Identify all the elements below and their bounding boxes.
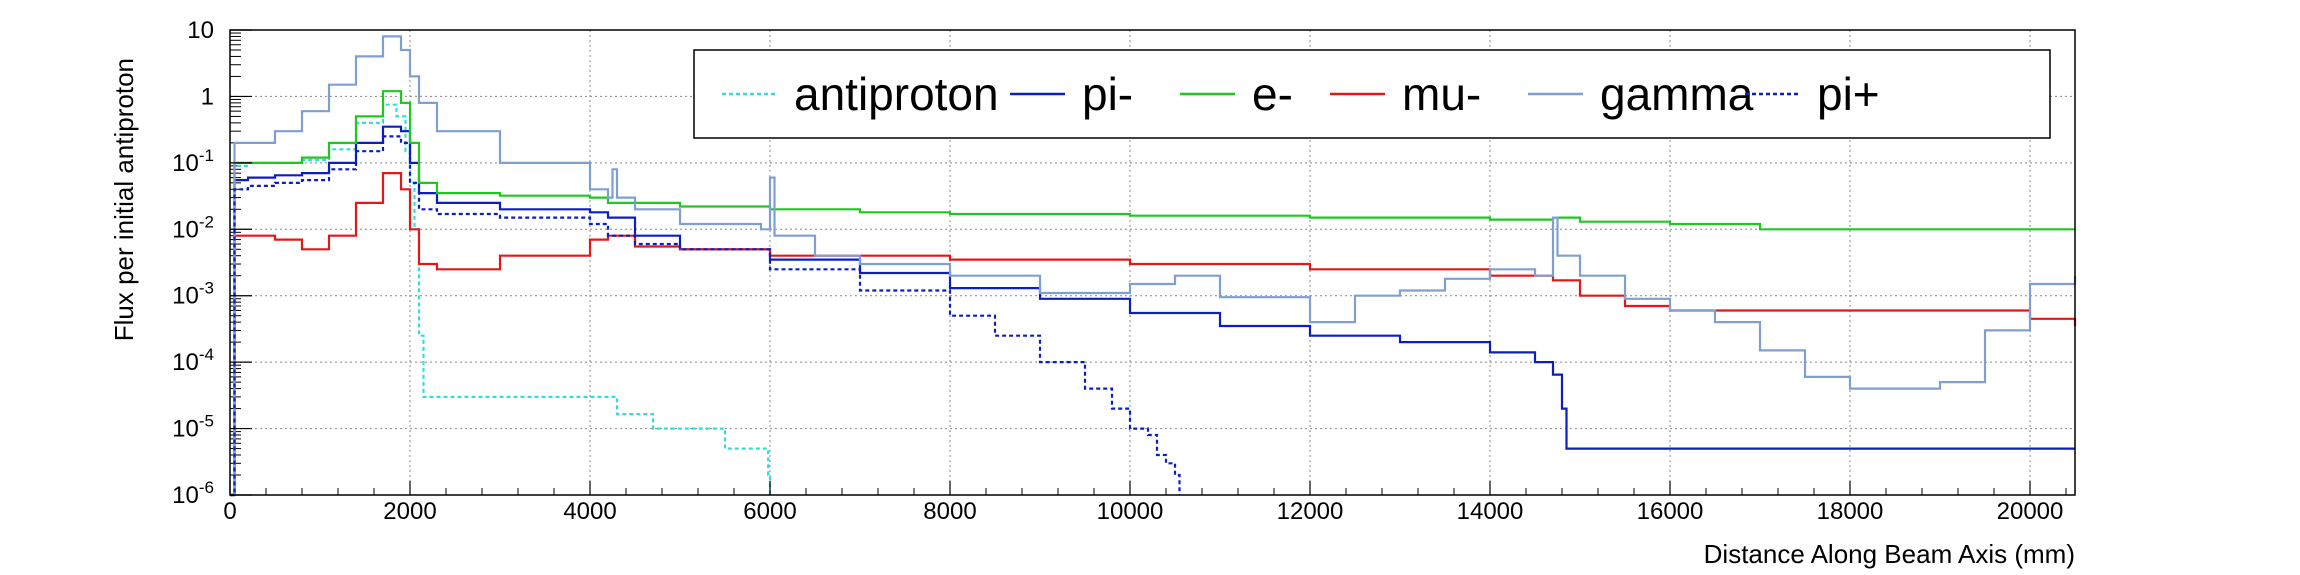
legend-label-gamma: gamma <box>1600 68 1754 120</box>
legend-label-pi+: pi+ <box>1817 68 1880 120</box>
series-line-gamma <box>230 35 2077 497</box>
x-tick-label: 16000 <box>1637 498 1704 525</box>
x-tick-label: 4000 <box>563 498 616 525</box>
x-tick-label: 10000 <box>1097 498 1164 525</box>
x-tick-label: 20000 <box>1997 498 2064 525</box>
series-line-pi- <box>230 125 2075 497</box>
y-tick-label: 1 <box>201 83 214 110</box>
x-tick-label: 14000 <box>1457 498 1524 525</box>
y-tick-label: 10-6 <box>172 478 214 509</box>
x-axis-title: Distance Along Beam Axis (mm) <box>1704 539 2075 569</box>
series-group <box>230 35 2077 497</box>
y-tick-label: 10 <box>187 17 214 44</box>
y-axis-ticks: 10 1 10-1 10-2 10-3 10-4 10-5 10-6 <box>172 17 252 509</box>
y-axis-title: Flux per initial antiproton <box>109 58 139 341</box>
y-tick-label: 10-4 <box>172 345 214 376</box>
y-tick-label: 10-3 <box>172 279 214 310</box>
x-tick-label: 12000 <box>1277 498 1344 525</box>
y-tick-label: 10-5 <box>172 412 214 443</box>
x-axis-ticks: 0 2000 4000 6000 8000 10000 12000 14000 16000 180… <box>223 481 2063 525</box>
series-line-pi+ <box>230 135 1181 497</box>
legend-label-antiproton: antiproton <box>794 68 999 120</box>
x-tick-label: 6000 <box>743 498 796 525</box>
legend: antiproton pi-e-mu-gamma pi+ <box>693 49 2051 139</box>
plot-frame <box>229 29 2076 496</box>
legend-label-pi-: pi- <box>1082 68 1133 120</box>
x-tick-label: 18000 <box>1817 498 1884 525</box>
legend-label-mu-: mu- <box>1402 68 1481 120</box>
legend-label-e-: e- <box>1252 68 1293 120</box>
x-tick-label: 2000 <box>383 498 436 525</box>
y-tick-label: 10-1 <box>172 146 214 177</box>
y-tick-label: 10-2 <box>172 212 214 243</box>
x-tick-label: 0 <box>223 498 236 525</box>
x-tick-label: 8000 <box>923 498 976 525</box>
